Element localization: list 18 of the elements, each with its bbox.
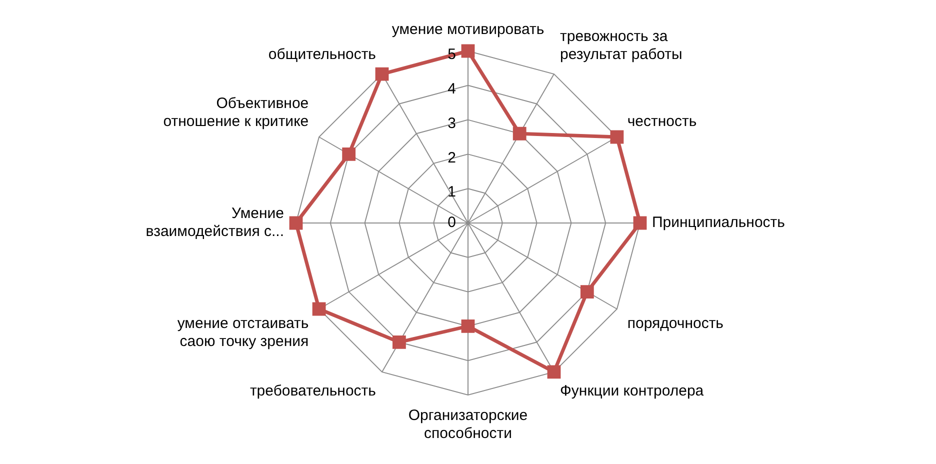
spoke-label: Принципиальность [652,214,786,232]
y-tick-label: 4 [448,80,456,98]
y-tick-label: 3 [448,114,456,132]
spoke-label: Функции контролера [560,382,704,400]
spoke-label: умение мотивировать [392,21,544,38]
spoke-label: общительность [268,46,376,63]
y-tick-label: 0 [448,214,456,232]
y-tick-label: 5 [448,46,456,64]
spoke-label: Организаторские способности [408,407,528,442]
y-tick-label: 2 [448,149,456,166]
spoke-label: умение отстаивать саою точку зрения [177,315,309,350]
spoke-label: Умение взаимодействия с... [146,205,284,240]
spoke-label: Объективное отношение к критике [163,95,309,130]
y-tick-label: 1 [448,184,456,201]
spoke-label: честность [627,113,697,130]
spoke-label: тревожность за результат работы [560,28,682,63]
spoke-label: требовательность [250,382,376,400]
spoke-label: порядочность [627,315,724,332]
